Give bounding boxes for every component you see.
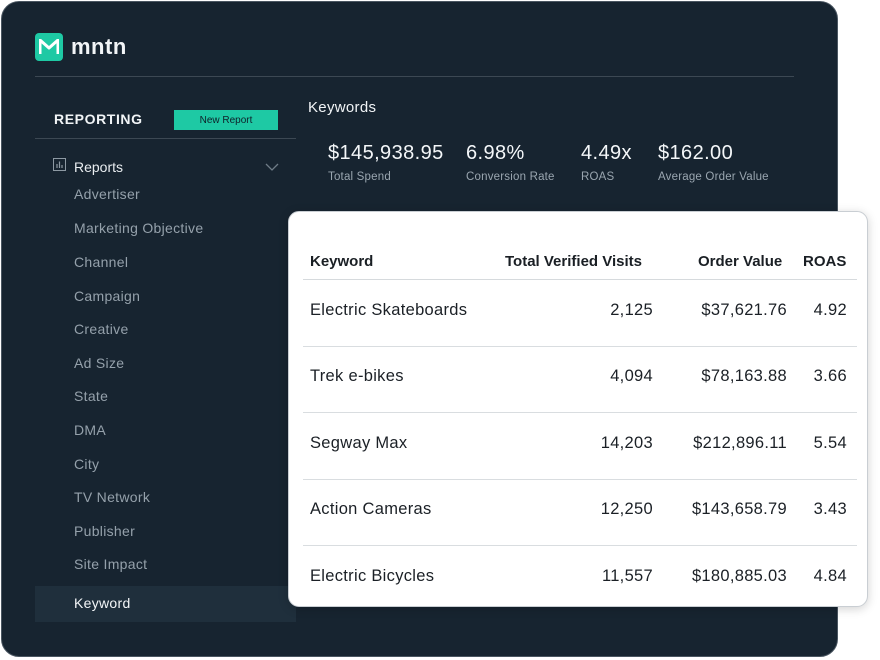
cell-keyword: Electric Bicycles bbox=[310, 567, 435, 585]
sidebar-item-dma[interactable]: DMA bbox=[74, 422, 107, 438]
sidebar-item-tv-network[interactable]: TV Network bbox=[74, 489, 151, 505]
brand-name: mntn bbox=[71, 34, 127, 59]
kpi-label: ROAS bbox=[581, 171, 615, 183]
kpi-conversion-rate: 6.98% Conversion Rate bbox=[466, 142, 555, 183]
page-title: Keywords bbox=[308, 99, 377, 116]
cell-keyword: Action Cameras bbox=[310, 500, 432, 518]
cell-visits: 2,125 bbox=[610, 301, 653, 319]
keyword-table-card: Keyword Total Verified Visits Order Valu… bbox=[288, 211, 868, 607]
cell-keyword: Trek e-bikes bbox=[310, 367, 404, 385]
cell-keyword: Electric Skateboards bbox=[310, 301, 468, 319]
kpi-label: Average Order Value bbox=[658, 171, 769, 183]
cell-roas: 4.84 bbox=[813, 567, 847, 585]
sidebar-item-ad-size[interactable]: Ad Size bbox=[74, 355, 125, 371]
cell-order-value: $180,885.03 bbox=[691, 567, 787, 585]
cell-order-value: $37,621.76 bbox=[701, 301, 787, 319]
kpi-value: 4.49x bbox=[581, 142, 632, 164]
reports-label: Reports bbox=[74, 159, 124, 175]
sidebar-item-marketing-objective[interactable]: Marketing Objective bbox=[74, 220, 204, 236]
cell-keyword: Segway Max bbox=[310, 434, 408, 452]
cell-order-value: $78,163.88 bbox=[701, 367, 787, 385]
kpi-label: Total Spend bbox=[328, 171, 391, 183]
cell-visits: 12,250 bbox=[600, 500, 653, 518]
cell-order-value: $212,896.11 bbox=[693, 434, 787, 452]
cell-order-value: $143,658.79 bbox=[691, 500, 787, 518]
table-row[interactable]: Action Cameras 12,250 $143,658.79 3.43 bbox=[303, 480, 857, 546]
cell-visits: 11,557 bbox=[601, 567, 653, 585]
cell-roas: 3.43 bbox=[813, 500, 847, 518]
table-row[interactable]: Trek e-bikes 4,094 $78,163.88 3.66 bbox=[303, 347, 857, 413]
sidebar: REPORTING New Report Reports Advertiser … bbox=[35, 97, 296, 627]
new-report-button[interactable]: New Report bbox=[174, 110, 278, 130]
reports-section-toggle[interactable]: Reports bbox=[53, 157, 279, 177]
sidebar-header: REPORTING New Report bbox=[35, 97, 296, 139]
kpi-label: Conversion Rate bbox=[466, 171, 555, 183]
cell-visits: 14,203 bbox=[600, 434, 653, 452]
cell-roas: 5.54 bbox=[813, 434, 847, 452]
column-header-roas[interactable]: ROAS bbox=[803, 253, 847, 270]
mntn-logo-icon bbox=[35, 33, 63, 61]
kpi-value: 6.98% bbox=[466, 142, 525, 164]
kpi-average-order-value: $162.00 Average Order Value bbox=[658, 142, 769, 183]
sidebar-item-creative[interactable]: Creative bbox=[74, 321, 129, 337]
table-row[interactable]: Electric Bicycles 11,557 $180,885.03 4.8… bbox=[303, 547, 857, 613]
brand[interactable]: mntn bbox=[35, 33, 127, 61]
table-row[interactable]: Segway Max 14,203 $212,896.11 5.54 bbox=[303, 414, 857, 480]
chevron-down-icon[interactable] bbox=[265, 159, 279, 177]
column-header-keyword[interactable]: Keyword bbox=[310, 253, 374, 270]
cell-visits: 4,094 bbox=[610, 367, 653, 385]
cell-roas: 3.66 bbox=[813, 367, 847, 385]
sidebar-item-campaign[interactable]: Campaign bbox=[74, 288, 141, 304]
column-header-order-value[interactable]: Order Value bbox=[698, 253, 783, 270]
table-row[interactable]: Electric Skateboards 2,125 $37,621.76 4.… bbox=[303, 281, 857, 347]
cell-roas: 4.92 bbox=[813, 301, 847, 319]
kpi-value: $145,938.95 bbox=[328, 142, 444, 164]
sidebar-item-label: Keyword bbox=[74, 595, 131, 611]
header-divider bbox=[35, 76, 794, 77]
sidebar-item-state[interactable]: State bbox=[74, 388, 109, 404]
sidebar-title: REPORTING bbox=[54, 111, 143, 127]
sidebar-item-keyword[interactable]: Keyword bbox=[35, 586, 296, 622]
sidebar-item-site-impact[interactable]: Site Impact bbox=[74, 556, 148, 572]
kpi-total-spend: $145,938.95 Total Spend bbox=[328, 142, 444, 183]
table-header: Keyword Total Verified Visits Order Valu… bbox=[303, 250, 857, 280]
sidebar-item-advertiser[interactable]: Advertiser bbox=[74, 186, 141, 202]
sidebar-item-channel[interactable]: Channel bbox=[74, 254, 129, 270]
kpi-roas: 4.49x ROAS bbox=[581, 142, 632, 183]
bar-chart-icon bbox=[53, 158, 66, 176]
sidebar-item-city[interactable]: City bbox=[74, 456, 100, 472]
kpi-value: $162.00 bbox=[658, 142, 734, 164]
sidebar-item-publisher[interactable]: Publisher bbox=[74, 523, 136, 539]
column-header-visits[interactable]: Total Verified Visits bbox=[505, 253, 642, 270]
